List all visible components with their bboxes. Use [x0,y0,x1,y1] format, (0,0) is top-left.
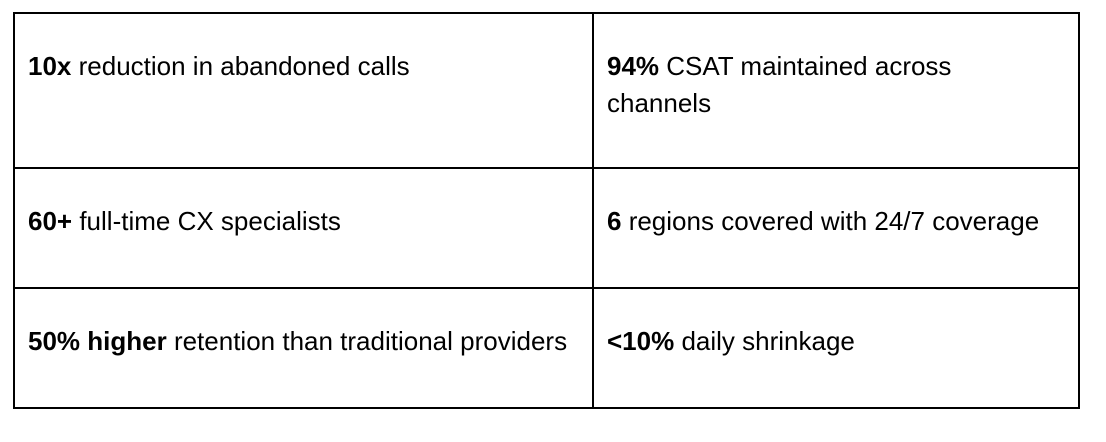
stat-value: <10% [607,326,675,356]
stat-value: 94% [607,51,660,81]
stat-cell-retention: 50% higher retention than traditional pr… [13,287,594,409]
stat-value: 6 [607,206,622,236]
stat-description: reduction in abandoned calls [71,51,410,81]
stat-description: daily shrinkage [674,326,855,356]
stat-value: 60+ [28,206,73,236]
stat-cell-abandoned-calls: 10x reduction in abandoned calls [13,12,594,169]
stat-value: 50% higher [28,326,167,356]
stat-cell-regions: 6 regions covered with 24/7 coverage [592,167,1080,289]
table-row: 10x reduction in abandoned calls 94% CSA… [13,12,1080,169]
stat-description: retention than traditional providers [166,326,568,356]
stats-table: 10x reduction in abandoned calls 94% CSA… [13,12,1080,409]
document-canvas: 10x reduction in abandoned calls 94% CSA… [0,12,1106,409]
stat-cell-cx-specialists: 60+ full-time CX specialists [13,167,594,289]
stat-value: 10x [28,51,72,81]
table-row: 50% higher retention than traditional pr… [13,287,1080,409]
stat-cell-shrinkage: <10% daily shrinkage [592,287,1080,409]
stat-description: CSAT maintained across channels [607,51,952,118]
stat-description: full-time CX specialists [72,206,341,236]
stat-cell-csat: 94% CSAT maintained across channels [592,12,1080,169]
stat-description: regions covered with 24/7 coverage [621,206,1040,236]
table-row: 60+ full-time CX specialists 6 regions c… [13,167,1080,289]
